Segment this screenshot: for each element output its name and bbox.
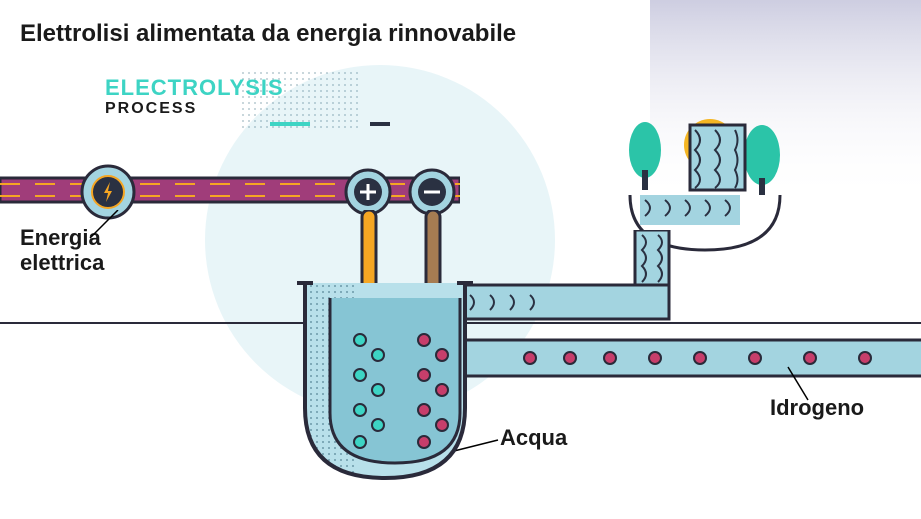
- page-title: Elettrolisi alimentata da energia rinnov…: [20, 20, 516, 48]
- subtitle-line2: PROCESS: [105, 100, 197, 118]
- arrow-energy: [60, 210, 160, 260]
- label-water: Acqua: [500, 425, 567, 451]
- subtitle-line1: ELECTROLYSIS: [105, 75, 284, 101]
- beaker-icon: [285, 278, 495, 498]
- bubbles-red: [414, 320, 454, 470]
- accent-dashes: [270, 122, 470, 132]
- water-inlet-pipe: [460, 230, 860, 380]
- bubbles-teal: [350, 320, 390, 470]
- arrow-hydrogen: [780, 365, 840, 405]
